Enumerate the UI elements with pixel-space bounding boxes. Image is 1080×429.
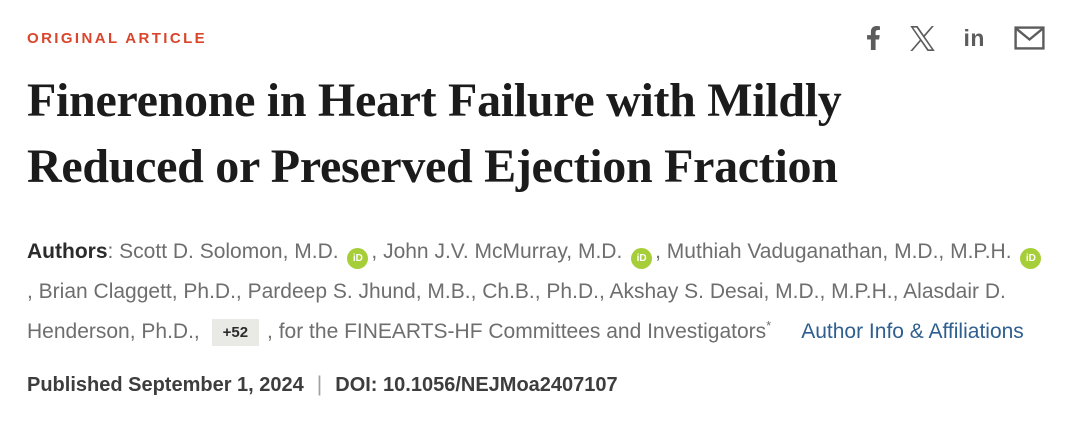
author-names-text: , Muthiah Vaduganathan, M.D., M.P.H. <box>655 240 1018 264</box>
facebook-icon[interactable] <box>866 25 881 51</box>
separator: | <box>316 373 323 397</box>
header-row: ORIGINAL ARTICLE in <box>27 18 1053 58</box>
more-authors-badge[interactable]: +52 <box>211 319 260 347</box>
article-type-label: ORIGINAL ARTICLE <box>27 29 208 47</box>
share-toolbar: in <box>866 25 1053 51</box>
author-info-link[interactable]: Author Info & Affiliations <box>801 320 1024 344</box>
orcid-icon[interactable]: iD <box>631 248 653 270</box>
email-icon[interactable] <box>1014 26 1045 50</box>
footnote-asterisk: * <box>766 318 772 334</box>
orcid-icon[interactable]: iD <box>1020 248 1042 270</box>
page-title: Finerenone in Heart Failure with Mildly … <box>27 68 1053 200</box>
x-icon[interactable] <box>909 25 935 51</box>
author-names-text: , John J.V. McMurray, M.D. <box>371 240 629 264</box>
article-header: ORIGINAL ARTICLE in <box>27 18 1053 397</box>
linkedin-icon[interactable]: in <box>963 24 985 51</box>
author-names-text: , Brian Claggett, Ph.D., Pardeep S. Jhun… <box>27 280 1006 344</box>
authors-paragraph: Authors: Scott D. Solomon, M.D. iD, John… <box>27 232 1047 352</box>
author-names-text: : Scott D. Solomon, M.D. <box>107 240 345 264</box>
author-names-text: , for the FINEARTS-HF Committees and Inv… <box>267 320 767 344</box>
orcid-icon[interactable]: iD <box>347 248 369 270</box>
publication-info: Published September 1, 2024 | DOI: 10.10… <box>27 373 1053 397</box>
title-line-2: Reduced or Preserved Ejection Fraction <box>27 140 838 193</box>
authors-label: Authors <box>27 240 108 264</box>
title-line-1: Finerenone in Heart Failure with Mildly <box>27 74 842 127</box>
published-date: Published September 1, 2024 <box>27 373 304 396</box>
doi-text: DOI: 10.1056/NEJMoa2407107 <box>335 373 618 396</box>
